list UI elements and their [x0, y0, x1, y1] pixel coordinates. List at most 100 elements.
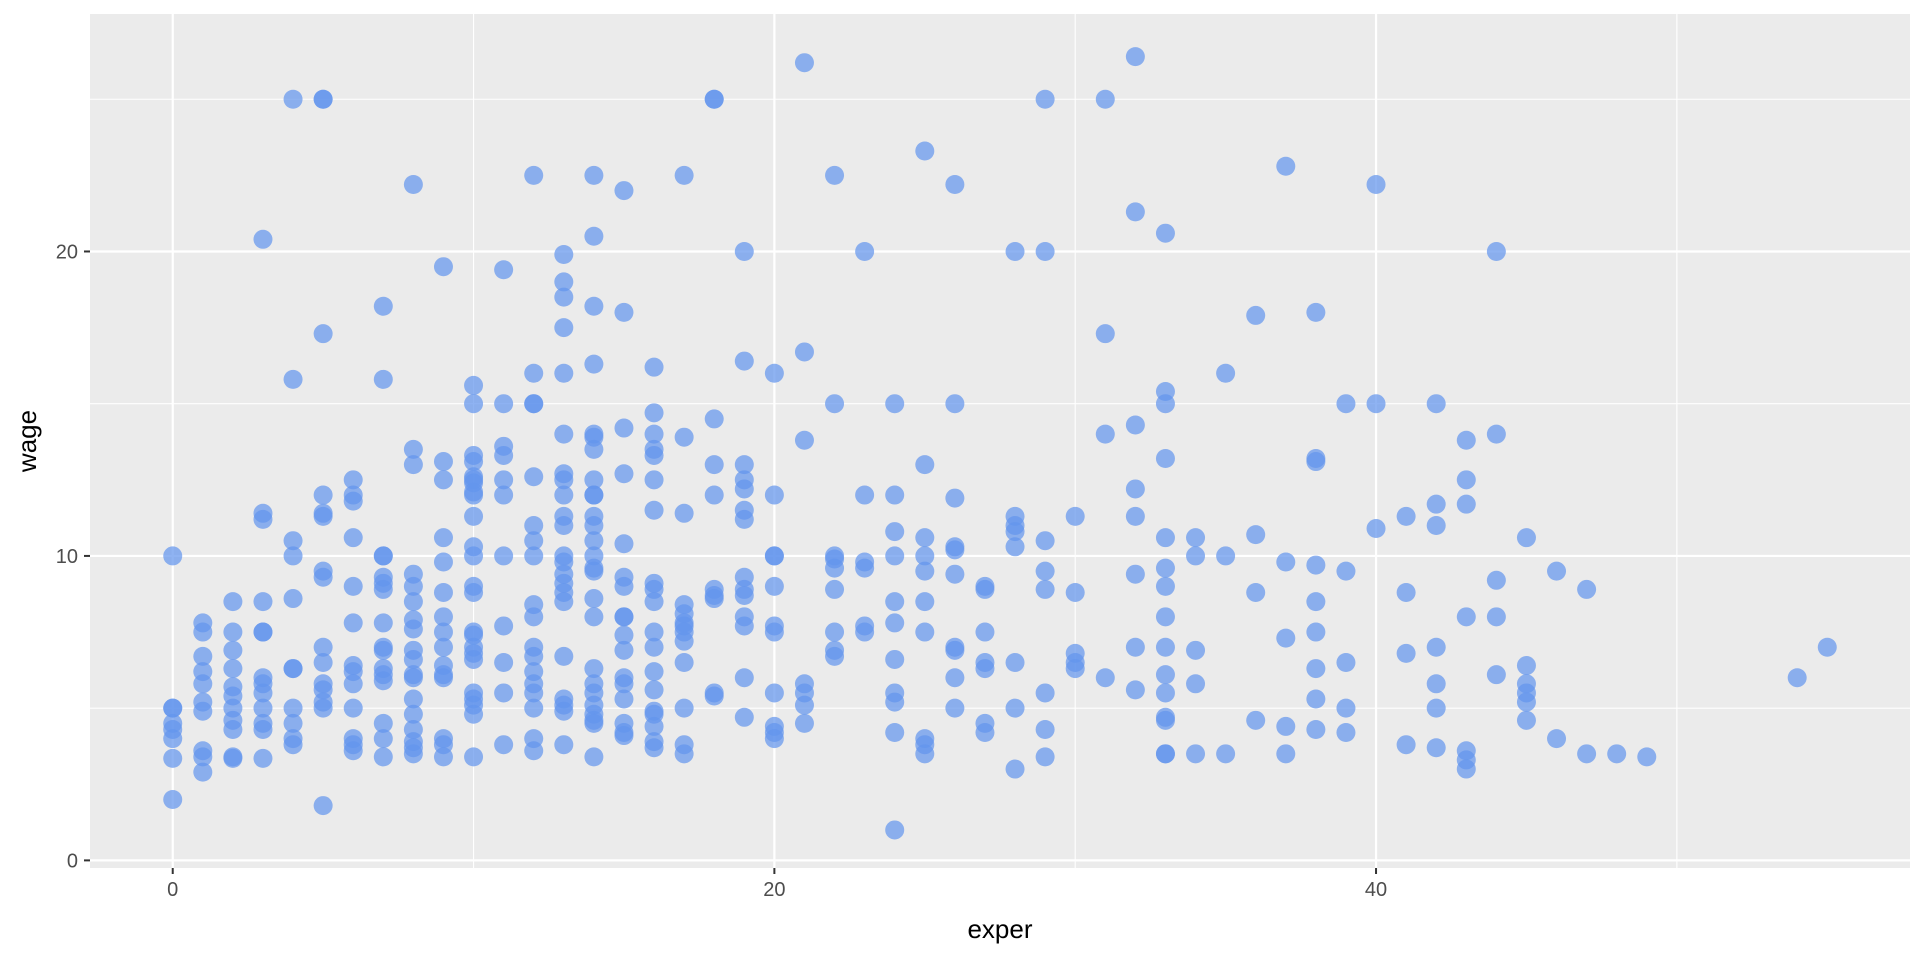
data-point: [464, 452, 484, 472]
data-point: [283, 89, 303, 109]
data-point: [764, 485, 784, 505]
data-point: [1035, 531, 1055, 551]
data-point: [1486, 570, 1506, 590]
data-point: [1516, 692, 1536, 712]
data-point: [283, 531, 303, 551]
x-axis-title: exper: [967, 914, 1032, 944]
data-point: [554, 735, 574, 755]
data-point: [313, 796, 333, 816]
data-point: [885, 649, 905, 669]
data-point: [163, 546, 183, 566]
data-point: [1125, 680, 1145, 700]
data-point: [1486, 607, 1506, 627]
data-point: [1486, 241, 1506, 261]
data-point: [1276, 628, 1296, 648]
data-point: [1426, 394, 1446, 414]
data-point: [1426, 674, 1446, 694]
data-point: [644, 357, 664, 377]
data-point: [584, 485, 604, 505]
data-point: [373, 369, 393, 389]
data-point: [764, 729, 784, 749]
major-gridlines: [90, 14, 1910, 868]
data-point: [253, 509, 273, 529]
data-point: [644, 445, 664, 465]
data-point: [494, 735, 514, 755]
data-point: [1125, 479, 1145, 499]
data-point: [1396, 506, 1416, 526]
data-point: [313, 698, 333, 718]
data-point: [584, 747, 604, 767]
data-point: [1155, 528, 1175, 548]
data-point: [614, 689, 634, 709]
data-point: [674, 698, 694, 718]
x-tick-label: 0: [167, 879, 178, 901]
data-point: [464, 747, 484, 767]
data-point: [554, 272, 574, 292]
data-point: [644, 592, 664, 612]
data-point: [433, 622, 453, 642]
data-point: [464, 485, 484, 505]
data-point: [794, 713, 814, 733]
data-point: [1366, 394, 1386, 414]
data-point: [644, 500, 664, 520]
data-point: [1125, 564, 1145, 584]
data-point: [764, 363, 784, 383]
data-point: [464, 394, 484, 414]
data-point: [223, 659, 243, 679]
data-point: [734, 707, 754, 727]
data-point: [885, 394, 905, 414]
data-point: [554, 287, 574, 307]
data-point: [704, 686, 724, 706]
data-point: [223, 719, 243, 739]
data-point: [945, 668, 965, 688]
data-point: [825, 579, 845, 599]
data-point: [223, 592, 243, 612]
data-point: [975, 579, 995, 599]
data-point: [1065, 659, 1085, 679]
data-point: [734, 668, 754, 688]
data-point: [313, 89, 333, 109]
data-point: [554, 701, 574, 721]
data-point: [524, 607, 544, 627]
data-point: [1607, 744, 1627, 764]
data-point: [674, 503, 694, 523]
data-point: [1155, 637, 1175, 657]
data-point: [1125, 506, 1145, 526]
data-point: [885, 522, 905, 542]
data-point: [223, 748, 243, 768]
data-point: [1637, 747, 1657, 767]
data-point: [584, 531, 604, 551]
data-point: [283, 589, 303, 609]
data-point: [885, 820, 905, 840]
data-point: [734, 479, 754, 499]
data-point: [1125, 202, 1145, 222]
data-point: [734, 586, 754, 606]
data-point: [433, 452, 453, 472]
data-point: [313, 637, 333, 657]
data-point: [734, 241, 754, 261]
data-point: [223, 640, 243, 660]
data-point: [373, 747, 393, 767]
x-tick-label: 40: [1365, 879, 1387, 901]
data-point: [283, 369, 303, 389]
data-point: [283, 659, 303, 679]
data-point: [343, 470, 363, 490]
data-point: [373, 296, 393, 316]
data-point: [1276, 552, 1296, 572]
data-point: [253, 683, 273, 703]
data-point: [614, 674, 634, 694]
data-point: [283, 713, 303, 733]
data-point: [373, 546, 393, 566]
data-point: [764, 576, 784, 596]
data-point: [644, 637, 664, 657]
y-tick-label: 10: [56, 546, 78, 568]
data-point: [915, 561, 935, 581]
data-point: [614, 534, 634, 554]
data-point: [674, 427, 694, 447]
data-point: [704, 409, 724, 429]
data-point: [764, 683, 784, 703]
data-points: [163, 47, 1837, 840]
data-point: [343, 741, 363, 761]
data-point: [1817, 637, 1837, 657]
